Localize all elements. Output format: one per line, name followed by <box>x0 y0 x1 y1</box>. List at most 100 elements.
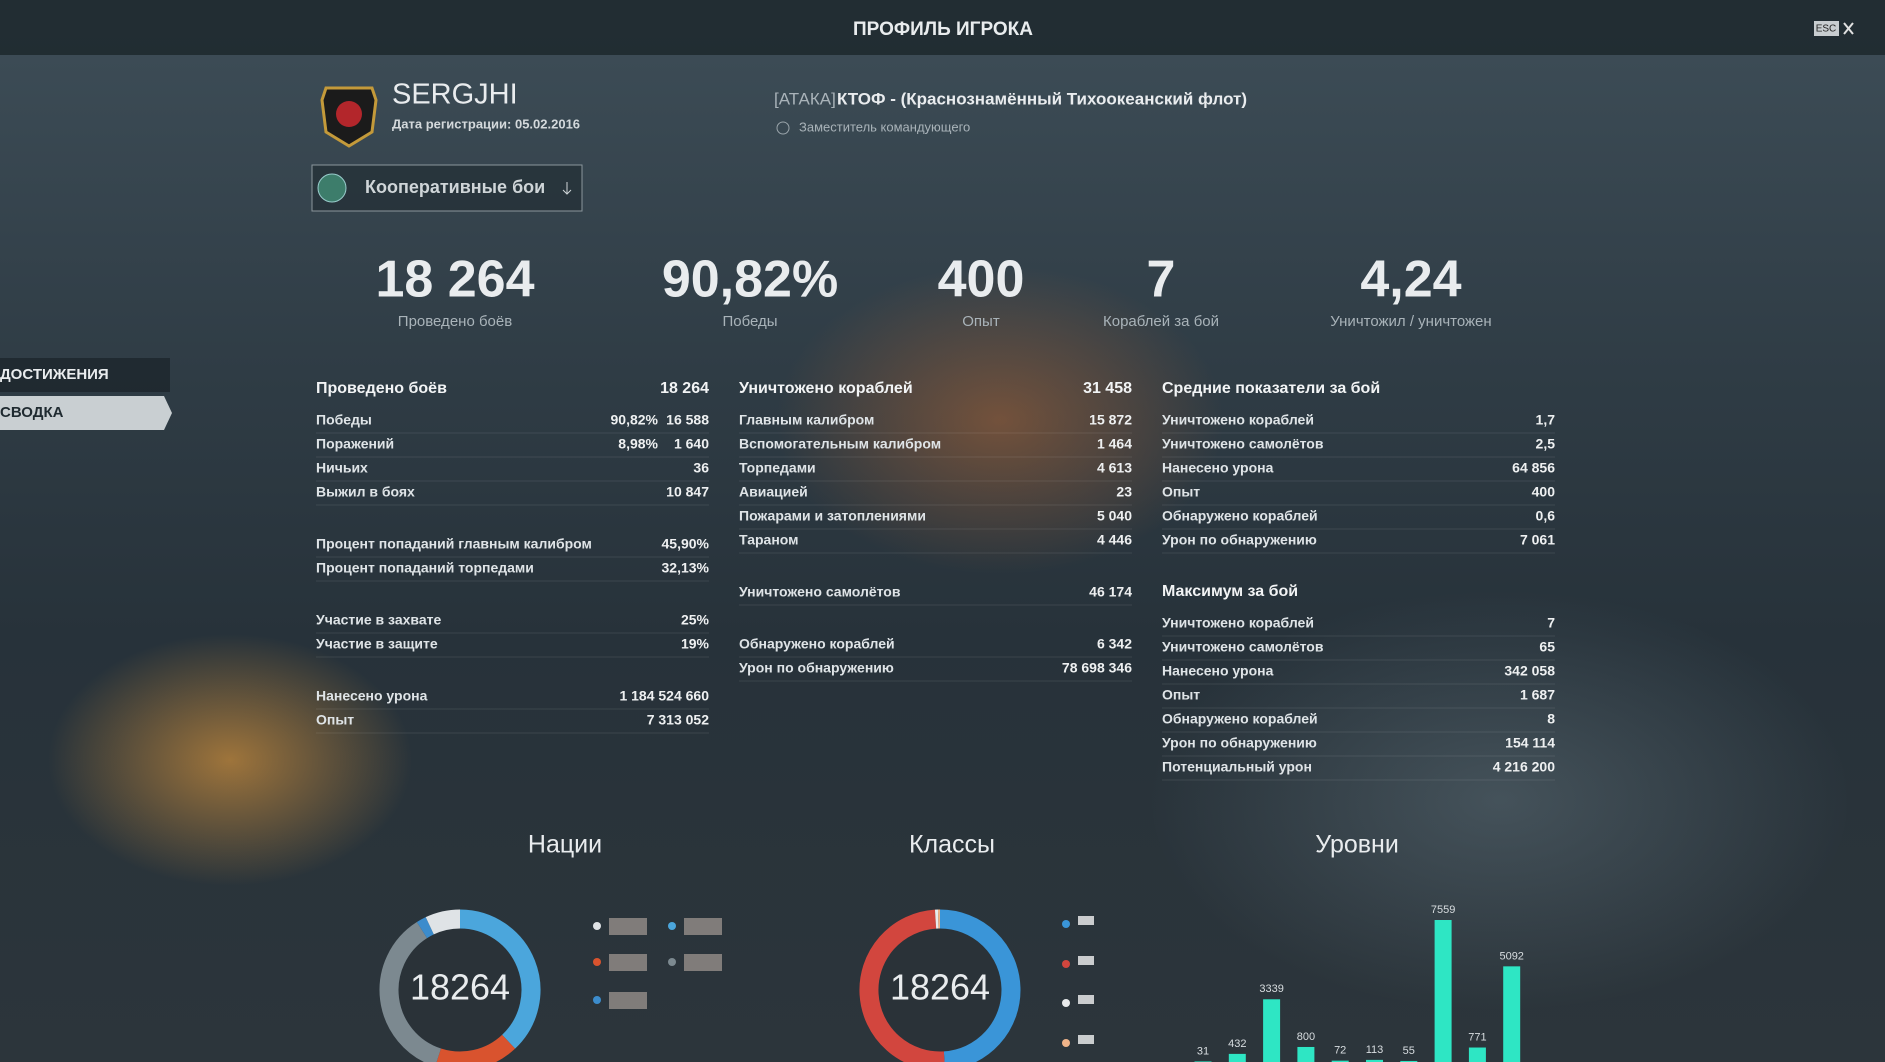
row-value: 1 184 524 660 <box>619 688 709 704</box>
row-value: 154 114 <box>1505 735 1555 751</box>
table-header: Средние показатели за бой <box>1162 380 1380 397</box>
row-value: 1 687 <box>1520 687 1555 703</box>
row-label: Авиацией <box>739 484 808 500</box>
row-label: Процент попаданий главным калибром <box>316 536 592 552</box>
row-label: Нанесено урона <box>1162 460 1274 476</box>
level-bar <box>1468 1047 1486 1062</box>
bar-value-label: 432 <box>1228 1038 1246 1050</box>
row-value: 19% <box>681 636 710 652</box>
row-label: Уничтожено самолётов <box>1162 639 1324 655</box>
row-value: 1 640 <box>674 436 709 452</box>
clan-tag[interactable]: [АТАКА] <box>774 89 836 108</box>
legend-swatch <box>1062 999 1070 1007</box>
row-label: Обнаружено кораблей <box>739 636 895 652</box>
emblem-bull <box>336 101 362 127</box>
row-label: Урон по обнаружению <box>739 660 894 676</box>
row-value: 4 613 <box>1097 460 1132 476</box>
row-label: Участие в захвате <box>316 612 441 628</box>
row-value: 0,6 <box>1536 508 1556 524</box>
player-name: SERGJHI <box>392 79 518 111</box>
esc-label[interactable]: ESC <box>1816 24 1837 35</box>
row-value: 342 058 <box>1504 663 1555 679</box>
legend-icon <box>1078 995 1094 1004</box>
legend-icon <box>609 992 647 1009</box>
nav-item-active[interactable]: СВОДКА <box>0 404 64 421</box>
nav-item-bg[interactable] <box>0 358 170 392</box>
row-value: 7 <box>1547 615 1555 631</box>
row-value: 5 040 <box>1097 508 1132 524</box>
row-label: Поражений <box>316 436 394 452</box>
mode-dropdown[interactable] <box>311 164 583 212</box>
bar-value-label: 800 <box>1297 1031 1315 1043</box>
row-label: Уничтожено кораблей <box>1162 412 1314 428</box>
row-label: Участие в защите <box>316 636 438 652</box>
row-value: 6 342 <box>1097 636 1132 652</box>
row-value: 2,5 <box>1536 436 1556 452</box>
legend-icon <box>684 918 722 935</box>
legend-swatch <box>593 996 601 1004</box>
row-label: Обнаружено кораблей <box>1162 711 1318 727</box>
nav-item[interactable]: ДОСТИЖЕНИЯ <box>0 366 109 383</box>
row-value: 1 464 <box>1097 436 1132 452</box>
headline-value: 90,82% <box>662 251 838 309</box>
row-label: Опыт <box>1162 484 1200 500</box>
row-value: 1,7 <box>1536 412 1556 428</box>
donut-total: 18264 <box>890 967 990 1008</box>
bar-value-label: 3339 <box>1259 983 1283 995</box>
nav-item-active-bg[interactable] <box>0 396 172 430</box>
row-label: Потенциальный урон <box>1162 759 1312 775</box>
close-icon[interactable] <box>1843 22 1854 35</box>
donut-hole <box>399 929 521 1051</box>
row-label: Ничьих <box>316 460 368 476</box>
donut-segment <box>416 917 434 939</box>
legend-swatch <box>1062 920 1070 928</box>
bar-value-label: 113 <box>1366 1044 1384 1056</box>
headline-value: 18 264 <box>375 251 534 309</box>
table-header: Максимум за бой <box>1162 583 1298 600</box>
row-label: Торпедами <box>739 460 816 476</box>
row-label: Процент попаданий торпедами <box>316 560 534 576</box>
level-bar <box>1228 1053 1246 1062</box>
row-label: Тараном <box>739 532 799 548</box>
legend-swatch <box>668 958 676 966</box>
mode-icon <box>317 173 347 203</box>
clan-name[interactable]: КТОФ - (Краснознамённый Тихоокеанский фл… <box>837 89 1247 108</box>
donut-total: 18264 <box>410 967 510 1008</box>
top-bar <box>0 0 1885 55</box>
donut-segment <box>425 909 461 935</box>
legend-icon <box>684 954 722 971</box>
chart-title: Уровни <box>1315 831 1399 859</box>
headline-label: Кораблей за бой <box>1103 313 1219 330</box>
legend-swatch <box>668 922 676 930</box>
legend-swatch <box>1062 1039 1070 1047</box>
row-value: 64 856 <box>1512 460 1555 476</box>
legend-icon <box>1078 916 1094 925</box>
row-value: 10 847 <box>666 484 709 500</box>
row-label: Победы <box>316 412 372 428</box>
row-label: Уничтожено самолётов <box>1162 436 1324 452</box>
mode-label[interactable]: Кооперативные бои <box>365 177 545 197</box>
headline-label: Уничтожил / уничтожен <box>1330 313 1491 330</box>
legend-icon <box>609 918 647 935</box>
row-value: 36 <box>693 460 709 476</box>
bar-value-label: 771 <box>1468 1031 1486 1043</box>
donut-segment <box>459 909 541 1049</box>
headline-label: Проведено боёв <box>398 313 512 330</box>
table-header-value: 31 458 <box>1083 380 1132 397</box>
row-value: 25% <box>681 612 710 628</box>
headline-label: Опыт <box>962 313 1000 330</box>
legend-swatch <box>593 922 601 930</box>
esc-badge[interactable] <box>1814 21 1839 36</box>
dropdown-arrow[interactable] <box>562 182 572 195</box>
row-label: Пожарами и затоплениями <box>739 508 926 524</box>
row-label: Выжил в боях <box>316 484 415 500</box>
level-bar <box>1434 920 1452 1062</box>
row-value: 400 <box>1532 484 1556 500</box>
row-label: Урон по обнаружению <box>1162 735 1317 751</box>
row-label: Опыт <box>316 712 354 728</box>
row-value: 45,90% <box>662 536 710 552</box>
row-value: 8,98% <box>618 436 658 452</box>
donut-segment <box>939 909 1021 1062</box>
table-header: Проведено боёв <box>316 380 447 397</box>
